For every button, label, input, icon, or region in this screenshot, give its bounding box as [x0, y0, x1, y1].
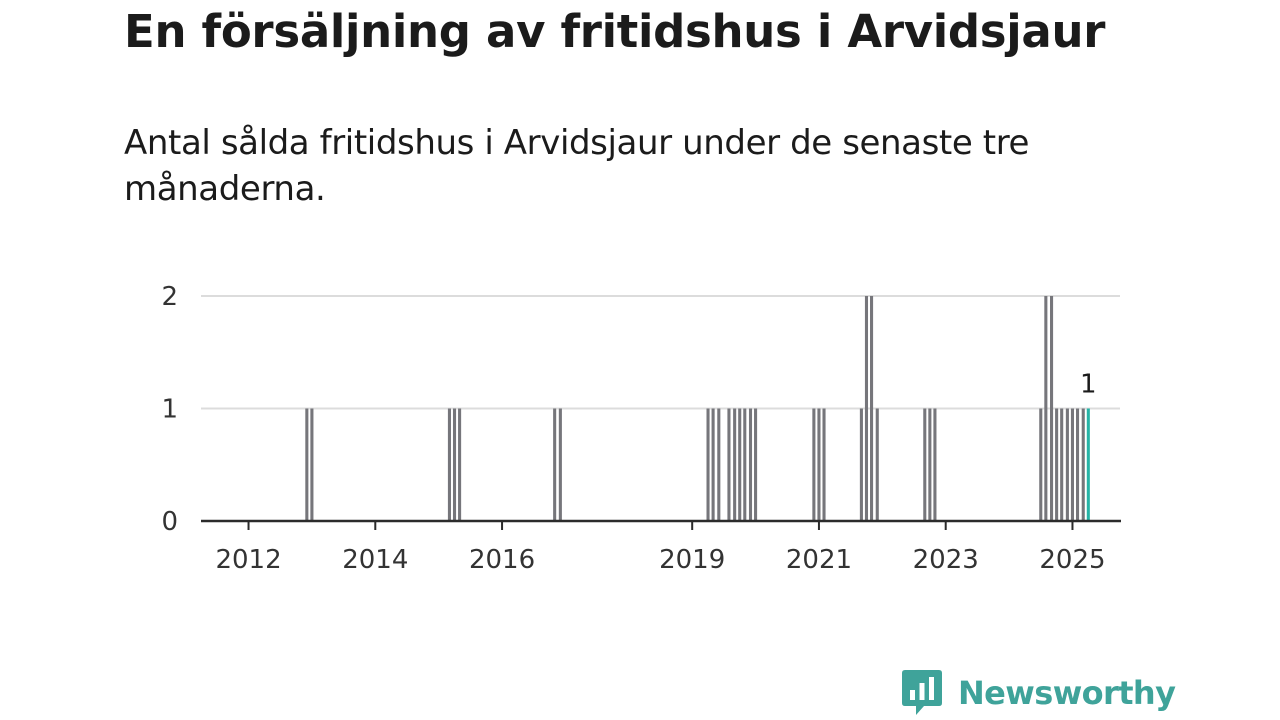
y-tick-label: 1: [161, 395, 178, 425]
bar: [452, 408, 457, 521]
bar: [933, 408, 937, 521]
chart-subtitle: Antal sålda fritidshus i Arvidsjaur unde…: [124, 123, 1030, 209]
bar: [875, 408, 879, 521]
y-tick-label: 0: [161, 507, 178, 537]
newsworthy-logo: Newsworthy: [902, 670, 1176, 716]
axis-labels: 0 1 2 1 2012 2014 2016 2019 2021 2023 2025: [161, 282, 1105, 575]
bar: [812, 408, 816, 521]
bar: [727, 408, 731, 521]
bar: [817, 408, 821, 521]
x-tick-label: 2021: [786, 545, 852, 575]
bar: [1065, 408, 1069, 521]
x-tick-label: 2019: [659, 545, 725, 575]
bar: [1060, 408, 1064, 521]
bar: [553, 408, 557, 521]
bar: [822, 408, 826, 521]
bar: [305, 408, 309, 521]
bar: [743, 408, 747, 521]
bars: [305, 296, 1090, 521]
bar: [310, 408, 314, 521]
y-tick-label: 2: [161, 282, 178, 312]
bar: [870, 296, 874, 521]
bar: [923, 408, 927, 521]
bar: [1055, 408, 1059, 521]
bar: [859, 408, 863, 521]
bar: [733, 408, 737, 521]
bar: [447, 408, 451, 521]
bar: [1050, 296, 1054, 521]
x-tick-label: 2023: [913, 545, 979, 575]
bar: [558, 408, 562, 521]
highlighted-bar: [1086, 408, 1090, 521]
gridlines: [201, 295, 1120, 410]
bar: [458, 408, 462, 521]
data-label: 1: [1080, 370, 1097, 400]
chart-title: En försäljning av fritidshus i Arvidsjau…: [124, 5, 1106, 58]
bar: [717, 408, 721, 521]
chart-bubble-icon: [902, 670, 942, 715]
x-tick-label: 2012: [215, 545, 281, 575]
x-tick-label: 2016: [469, 545, 535, 575]
brand-name: Newsworthy: [958, 674, 1176, 712]
x-tick-label: 2025: [1039, 545, 1105, 575]
bar: [738, 408, 742, 521]
bar: [1076, 408, 1080, 521]
x-tick-label: 2014: [342, 545, 408, 575]
bar: [864, 296, 869, 521]
bar: [1044, 296, 1048, 521]
bar: [1039, 408, 1043, 521]
bar: [1081, 408, 1085, 521]
x-axis: [201, 519, 1121, 530]
bar: [748, 408, 753, 521]
bar: [754, 408, 758, 521]
bar: [706, 408, 710, 521]
bar: [711, 408, 715, 521]
bar: [1070, 408, 1074, 521]
bar: [928, 408, 932, 521]
